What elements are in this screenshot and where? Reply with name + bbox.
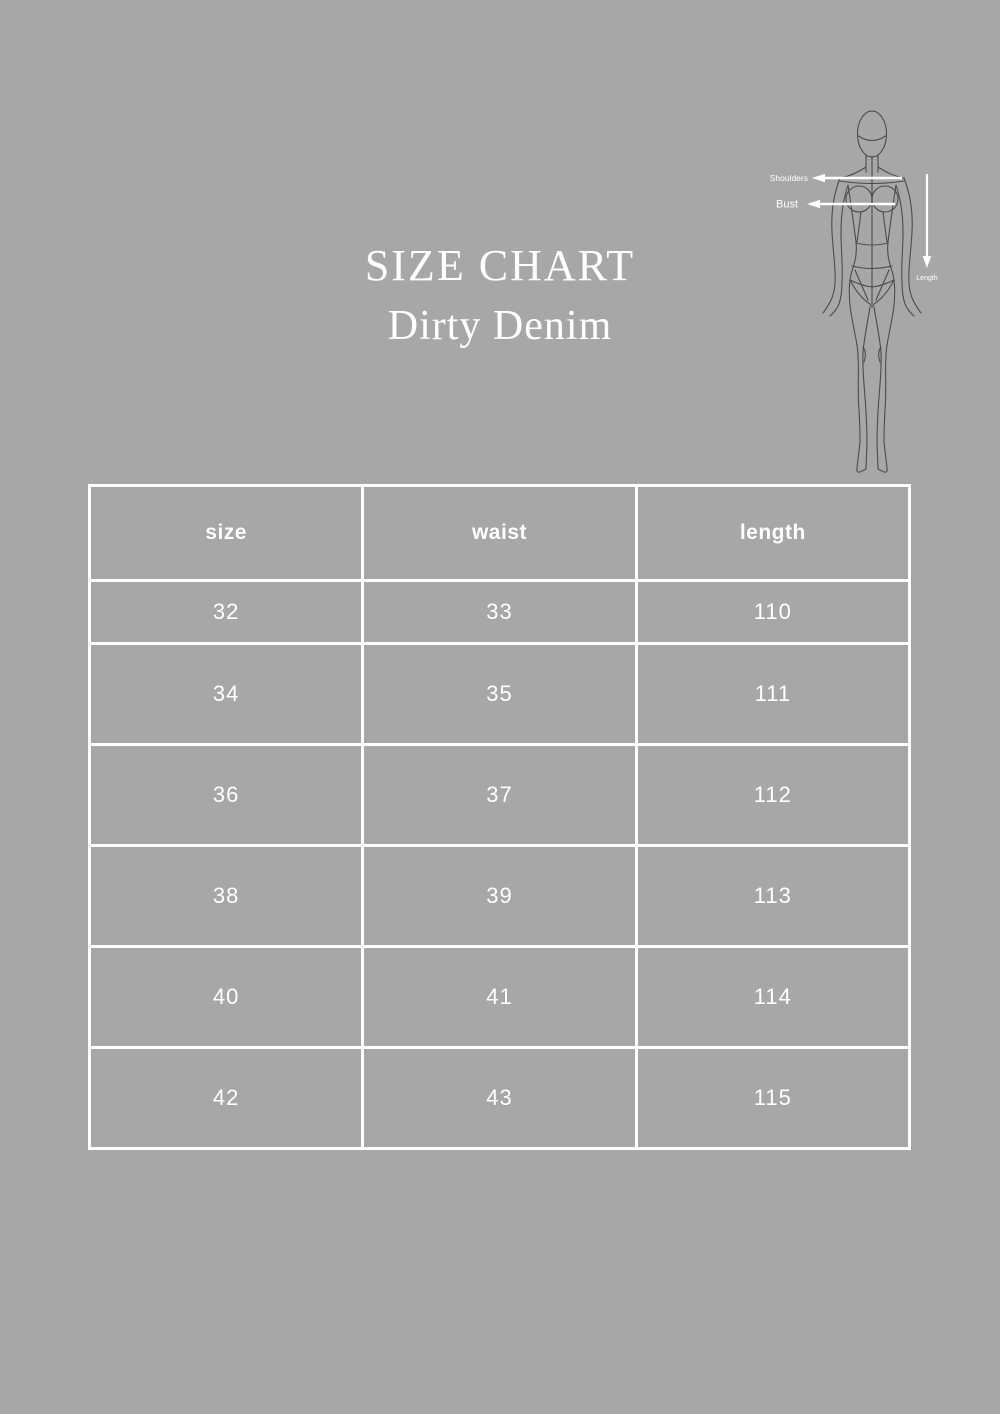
table-cell: 113 bbox=[634, 844, 912, 948]
table-cell: 36 bbox=[87, 743, 365, 847]
table-cell: 115 bbox=[634, 1046, 912, 1150]
table-row: 32 33 110 bbox=[87, 579, 912, 645]
table-row: 40 41 114 bbox=[87, 945, 912, 1049]
page-subtitle: Dirty Denim bbox=[387, 302, 613, 349]
table-header-size: size bbox=[87, 484, 365, 582]
table-row: 36 37 112 bbox=[87, 743, 912, 847]
table-cell: 41 bbox=[361, 945, 638, 1049]
length-label: Length bbox=[916, 275, 938, 282]
size-table: size waist length 32 33 110 34 35 111 36… bbox=[87, 484, 912, 1150]
title-block: SIZE CHART Dirty Denim bbox=[0, 240, 1000, 351]
page-title: SIZE CHART bbox=[364, 241, 636, 290]
table-cell: 39 bbox=[361, 844, 638, 948]
measurement-labels: Shoulders Bust Length bbox=[770, 173, 938, 282]
bust-arrowhead-icon bbox=[807, 199, 820, 209]
table-cell: 37 bbox=[361, 743, 638, 847]
body-measurement-diagram: Shoulders Bust Length bbox=[750, 100, 950, 490]
table-cell: 112 bbox=[634, 743, 912, 847]
table-cell: 43 bbox=[361, 1046, 638, 1150]
table-cell: 32 bbox=[87, 579, 365, 645]
croquis-figure-icon: Shoulders Bust Length bbox=[770, 110, 938, 473]
bust-label: Bust bbox=[776, 199, 798, 211]
table-cell: 111 bbox=[634, 642, 912, 746]
table-header-length: length bbox=[634, 484, 912, 582]
table-row: 38 39 113 bbox=[87, 844, 912, 948]
shoulders-arrowhead-icon bbox=[812, 173, 825, 183]
table-header-waist: waist bbox=[361, 484, 638, 582]
table-row: 34 35 111 bbox=[87, 642, 912, 746]
table-cell: 33 bbox=[361, 579, 638, 645]
length-arrowhead-icon bbox=[922, 256, 932, 268]
table-cell: 110 bbox=[634, 579, 912, 645]
table-header-row: size waist length bbox=[87, 484, 912, 582]
table-row: 42 43 115 bbox=[87, 1046, 912, 1150]
shoulders-label: Shoulders bbox=[770, 173, 808, 183]
table-cell: 35 bbox=[361, 642, 638, 746]
table-cell: 114 bbox=[634, 945, 912, 1049]
croquis-outline bbox=[822, 110, 922, 473]
table-cell: 40 bbox=[87, 945, 365, 1049]
table-cell: 42 bbox=[87, 1046, 365, 1150]
table-cell: 34 bbox=[87, 642, 365, 746]
table-cell: 38 bbox=[87, 844, 365, 948]
measurement-arrows bbox=[807, 173, 932, 268]
